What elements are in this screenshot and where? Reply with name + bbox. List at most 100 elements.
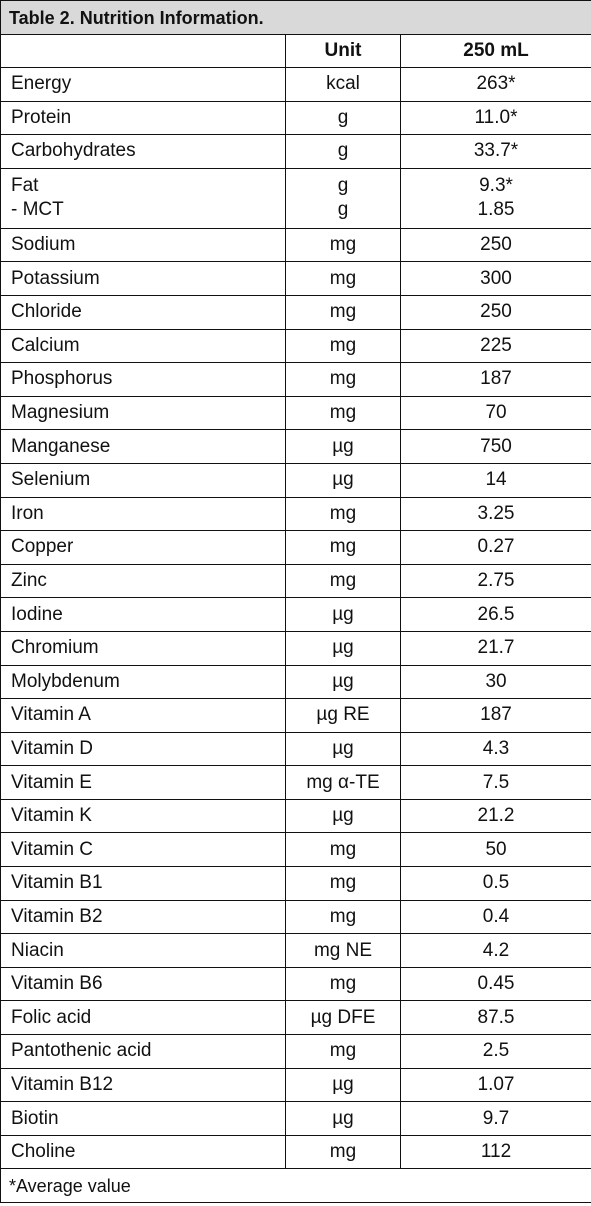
nutrient-cell: Zinc — [0, 563, 286, 599]
nutrient-cell: Chromium — [0, 630, 286, 666]
unit-cell: mg — [285, 1134, 401, 1170]
table-row: Potassium mg 300 — [0, 261, 591, 296]
table-row: Choline mg 112 — [0, 1134, 591, 1170]
nutrient-cell: Iodine — [0, 597, 286, 632]
nutrient-cell: Protein — [0, 100, 286, 136]
value-cell: 2.75 — [399, 563, 591, 599]
value-cell: 0.4 — [399, 899, 591, 935]
table-row: Vitamin B1 mg 0.5 — [0, 866, 591, 901]
value-cell: 250 — [399, 294, 591, 330]
table-row: Selenium µg 14 — [0, 462, 591, 498]
table-row: Copper mg 0.27 — [0, 530, 591, 565]
table-row: Fat - MCT g g 9.3* 1.85 — [0, 167, 591, 229]
value-cell: 4.3 — [399, 731, 591, 767]
cell-line: 9.3* — [479, 175, 513, 197]
value-cell: 0.27 — [399, 530, 591, 565]
unit-cell: µg DFE — [285, 1000, 401, 1036]
header-cell: 250 mL — [399, 34, 591, 68]
table-row: Folic acid µg DFE 87.5 — [0, 1000, 591, 1036]
value-cell: 7.5 — [399, 765, 591, 800]
unit-cell: mg — [285, 563, 401, 599]
table-row: Pantothenic acid mg 2.5 — [0, 1034, 591, 1069]
table-row: Energy kcal 263* — [0, 67, 591, 102]
value-cell: 750 — [399, 429, 591, 464]
cell-line: - MCT — [11, 199, 64, 221]
unit-cell: mg — [285, 261, 401, 296]
unit-cell: µg — [285, 429, 401, 464]
nutrient-cell: Iron — [0, 496, 286, 532]
table-title: Table 2. Nutrition Information. — [0, 0, 591, 35]
value-cell: 2.5 — [399, 1034, 591, 1069]
cell-line: Fat — [11, 175, 39, 197]
unit-cell: µg — [285, 798, 401, 834]
table-row: Zinc mg 2.75 — [0, 563, 591, 599]
footnote-row: *Average value — [0, 1168, 591, 1204]
unit-cell: mg — [285, 227, 401, 263]
value-cell: 21.2 — [399, 798, 591, 834]
unit-cell: µg — [285, 597, 401, 632]
value-cell: 14 — [399, 462, 591, 498]
nutrient-cell: Selenium — [0, 462, 286, 498]
value-cell: 50 — [399, 832, 591, 868]
nutrient-cell: Sodium — [0, 227, 286, 263]
unit-cell: mg — [285, 496, 401, 532]
unit-cell: µg — [285, 1101, 401, 1136]
nutrient-cell: Vitamin B12 — [0, 1067, 286, 1103]
nutrient-cell: Vitamin B1 — [0, 866, 286, 901]
nutrient-cell: Energy — [0, 67, 286, 102]
value-cell: 4.2 — [399, 933, 591, 968]
value-cell: 9.7 — [399, 1101, 591, 1136]
footnote: *Average value — [0, 1168, 591, 1204]
unit-cell: kcal — [285, 67, 401, 102]
table-row: Niacin mg NE 4.2 — [0, 933, 591, 968]
nutrient-cell: Niacin — [0, 933, 286, 968]
value-cell: 3.25 — [399, 496, 591, 532]
cell-line: g — [337, 175, 349, 197]
unit-cell: µg — [285, 1067, 401, 1103]
nutrient-cell: Choline — [0, 1134, 286, 1170]
value-cell: 250 — [399, 227, 591, 263]
table-row: Molybdenum µg 30 — [0, 664, 591, 700]
value-cell: 300 — [399, 261, 591, 296]
value-cell: 11.0* — [399, 100, 591, 136]
table-row: Manganese µg 750 — [0, 429, 591, 464]
value-cell: 26.5 — [399, 597, 591, 632]
value-cell: 187 — [399, 362, 591, 397]
nutrient-cell: Vitamin A — [0, 698, 286, 733]
value-cell: 225 — [399, 328, 591, 364]
nutrient-cell: Calcium — [0, 328, 286, 364]
unit-cell: µg — [285, 731, 401, 767]
unit-cell: µg — [285, 630, 401, 666]
cell-line: 1.85 — [477, 199, 515, 221]
value-cell: 0.5 — [399, 866, 591, 901]
value-cell: 70 — [399, 395, 591, 431]
table-row: Vitamin B12 µg 1.07 — [0, 1067, 591, 1103]
unit-cell: mg — [285, 899, 401, 935]
value-cell: 87.5 — [399, 1000, 591, 1036]
unit-cell: mg — [285, 866, 401, 901]
nutrient-cell: Vitamin E — [0, 765, 286, 800]
cell-line: g — [337, 199, 349, 221]
unit-cell: µg RE — [285, 698, 401, 733]
unit-cell: mg — [285, 362, 401, 397]
value-cell: 112 — [399, 1134, 591, 1170]
table-row: Phosphorus mg 187 — [0, 362, 591, 397]
value-cell: 1.07 — [399, 1067, 591, 1103]
unit-cell: mg — [285, 1034, 401, 1069]
unit-cell: mg — [285, 966, 401, 1002]
unit-cell: mg NE — [285, 933, 401, 968]
nutrient-cell: Phosphorus — [0, 362, 286, 397]
table-row: Vitamin B6 mg 0.45 — [0, 966, 591, 1002]
nutrient-cell: Biotin — [0, 1101, 286, 1136]
nutrient-cell: Pantothenic acid — [0, 1034, 286, 1069]
header-cell — [0, 34, 286, 68]
unit-cell: µg — [285, 462, 401, 498]
nutrient-cell: Potassium — [0, 261, 286, 296]
